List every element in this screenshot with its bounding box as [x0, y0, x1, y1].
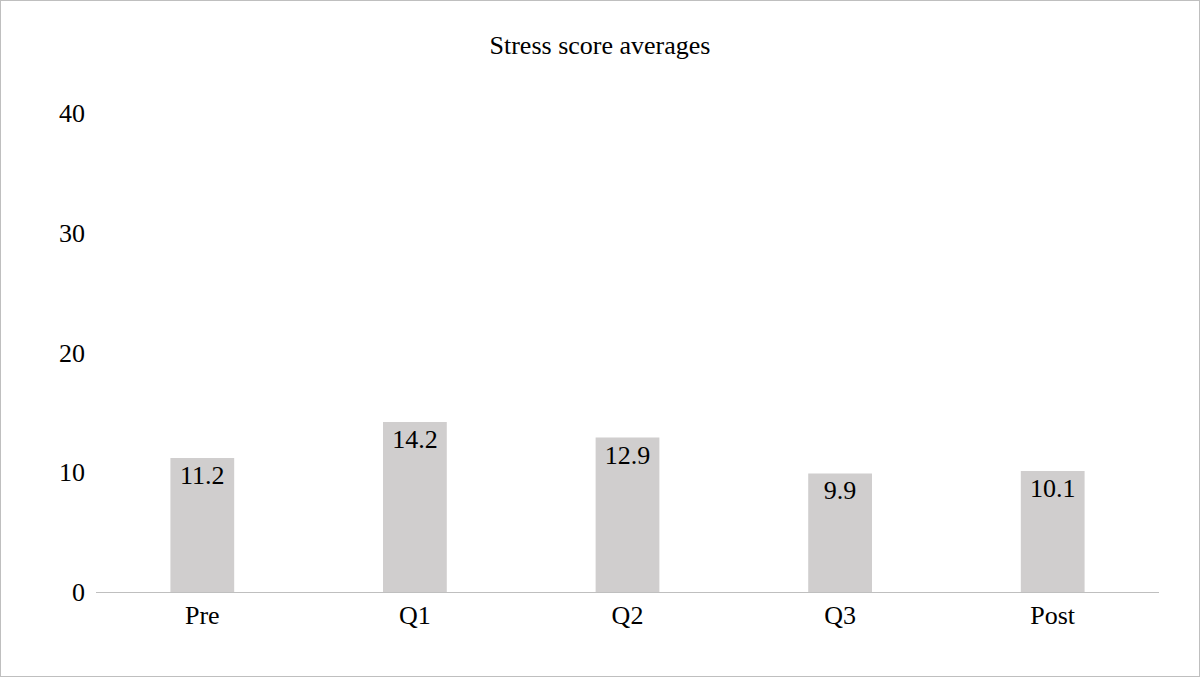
svg-text:Q1: Q1 — [399, 601, 431, 630]
svg-text:20: 20 — [59, 339, 85, 368]
svg-text:30: 30 — [59, 219, 85, 248]
svg-text:40: 40 — [59, 99, 85, 128]
svg-text:Q3: Q3 — [824, 601, 856, 630]
svg-text:9.9: 9.9 — [824, 476, 857, 505]
svg-text:Pre: Pre — [185, 601, 220, 630]
svg-text:0: 0 — [72, 578, 85, 607]
svg-text:Q2: Q2 — [612, 601, 644, 630]
svg-text:12.9: 12.9 — [605, 441, 651, 470]
svg-text:Post: Post — [1030, 601, 1076, 630]
svg-text:14.2: 14.2 — [392, 425, 438, 454]
svg-text:10: 10 — [59, 458, 85, 487]
svg-text:11.2: 11.2 — [180, 461, 225, 490]
svg-text:10.1: 10.1 — [1030, 474, 1076, 503]
svg-text:Stress score averages: Stress score averages — [490, 31, 711, 60]
